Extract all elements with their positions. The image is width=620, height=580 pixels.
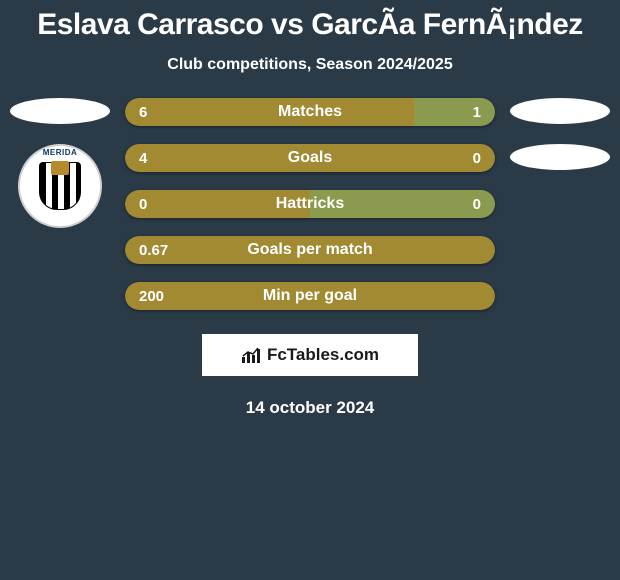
stat-row: 0Hattricks0 [125, 190, 495, 218]
stat-value-right: 1 [473, 104, 481, 121]
stat-row: 0.67Goals per match [125, 236, 495, 264]
stat-label: Goals per match [125, 241, 495, 259]
brand-chart-icon [241, 346, 261, 364]
team-right-pill-1 [510, 98, 610, 124]
date-text: 14 october 2024 [0, 398, 620, 418]
team-left-pill [10, 98, 110, 124]
comparison-card: Eslava Carrasco vs GarcÃ­a FernÃ¡ndez Cl… [0, 0, 620, 418]
stat-row: 200Min per goal [125, 282, 495, 310]
stats-list: 6Matches14Goals00Hattricks00.67Goals per… [125, 98, 495, 310]
crest-graphic [28, 154, 92, 218]
content-area: MERIDA 6Matches14Goals00Hattricks00.67Go… [0, 98, 620, 310]
stat-row: 4Goals0 [125, 144, 495, 172]
team-right-column [510, 98, 610, 170]
stat-label: Min per goal [125, 287, 495, 305]
stat-value-right: 0 [473, 196, 481, 213]
page-title: Eslava Carrasco vs GarcÃ­a FernÃ¡ndez [0, 8, 620, 42]
brand-text: FcTables.com [267, 345, 379, 365]
stat-label: Goals [125, 149, 495, 167]
brand-box: FcTables.com [202, 334, 418, 376]
crest-emblem [51, 161, 69, 175]
stat-value-right: 0 [473, 150, 481, 167]
team-left-column: MERIDA [10, 98, 110, 228]
stat-row: 6Matches1 [125, 98, 495, 126]
stat-label: Hattricks [125, 195, 495, 213]
team-left-crest: MERIDA [18, 144, 102, 228]
crest-stripes [39, 162, 81, 210]
team-right-pill-2 [510, 144, 610, 170]
stat-label: Matches [125, 103, 495, 121]
subtitle: Club competitions, Season 2024/2025 [0, 56, 620, 74]
